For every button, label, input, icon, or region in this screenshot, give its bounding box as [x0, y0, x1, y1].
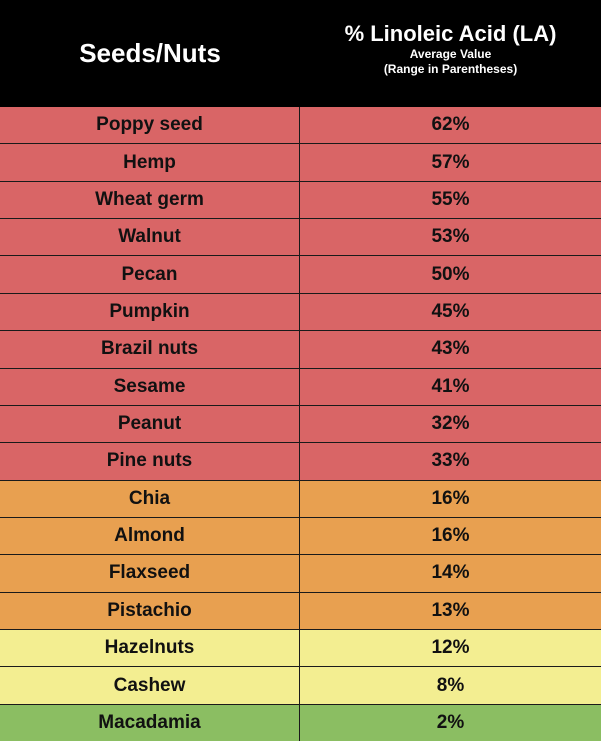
table-row: Cashew 8%	[0, 666, 601, 704]
la-value-cell: 16%	[431, 487, 470, 509]
la-value-cell: 55%	[431, 188, 470, 210]
seed-name-cell: Chia	[0, 480, 300, 517]
la-value-cell: 12%	[431, 637, 470, 659]
table-row: Peanut 32%	[0, 404, 601, 443]
seed-name-cell: Walnut	[0, 219, 300, 256]
seed-name-cell: Sesame	[0, 368, 300, 405]
la-value-cell: 8%	[436, 674, 465, 696]
seed-name-cell: Pecan	[0, 256, 300, 293]
table-row: Walnut 53%	[0, 218, 601, 256]
table-header: Seeds/Nuts % Linoleic Acid (LA) Average …	[0, 0, 601, 107]
seed-name-cell: Hazelnuts	[0, 630, 300, 667]
table-row: Hemp 57%	[0, 143, 601, 181]
la-value-cell: 32%	[431, 413, 470, 435]
la-value-cell: 33%	[431, 450, 470, 472]
header-range-note: (Range in Parentheses)	[383, 61, 518, 76]
la-value-cell: 45%	[431, 300, 470, 322]
la-value-cell: 62%	[431, 114, 470, 136]
seed-name-cell: Macadamia	[0, 704, 300, 741]
table-body: Poppy seed 62% Hemp 57% Wheat germ 55% Walnut 5…	[0, 107, 601, 741]
table-row: Pumpkin 45%	[0, 292, 601, 331]
seed-name-cell: Pistachio	[0, 592, 300, 630]
table-row: Macadamia 2%	[0, 703, 601, 741]
la-value-cell: 13%	[431, 599, 470, 621]
table-row: Wheat germ 55%	[0, 180, 601, 219]
table-row: Almond 16%	[0, 516, 601, 555]
la-value-cell: 53%	[431, 226, 470, 248]
table-row: Pistachio 13%	[0, 591, 601, 630]
table-row: Pecan 50%	[0, 255, 601, 293]
seed-name-cell: Wheat germ	[0, 181, 300, 219]
la-value-cell: 16%	[431, 525, 470, 547]
la-value-cell: 14%	[431, 562, 470, 584]
header-average-value: Average Value	[409, 46, 492, 61]
table-row: Pine nuts 33%	[0, 442, 601, 480]
table-row: Chia 16%	[0, 479, 601, 517]
seed-name-cell: Poppy seed	[0, 107, 300, 144]
table-row: Flaxseed 14%	[0, 554, 601, 592]
seed-name-cell: Peanut	[0, 405, 300, 443]
seed-name-cell: Hemp	[0, 144, 300, 181]
la-value-cell: 41%	[431, 375, 470, 397]
seed-name-cell: Flaxseed	[0, 555, 300, 592]
seed-name-cell: Pumpkin	[0, 293, 300, 331]
la-value-cell: 57%	[431, 151, 470, 173]
la-value-cell: 43%	[431, 338, 470, 360]
seed-name-cell: Cashew	[0, 667, 300, 704]
la-value-cell: 50%	[431, 263, 470, 285]
la-value-cell: 2%	[436, 711, 465, 733]
seed-name-cell: Brazil nuts	[0, 331, 300, 368]
table-row: Sesame 41%	[0, 367, 601, 405]
header-linoleic-acid: % Linoleic Acid (LA) Average Value (Rang…	[300, 0, 601, 107]
header-linoleic-title: % Linoleic Acid (LA)	[344, 20, 557, 46]
table-row: Hazelnuts 12%	[0, 629, 601, 667]
table-row: Poppy seed 62%	[0, 107, 601, 144]
table-row: Brazil nuts 43%	[0, 330, 601, 368]
seed-name-cell: Pine nuts	[0, 443, 300, 480]
seed-name-cell: Almond	[0, 517, 300, 555]
header-seeds-nuts: Seeds/Nuts	[79, 38, 221, 68]
